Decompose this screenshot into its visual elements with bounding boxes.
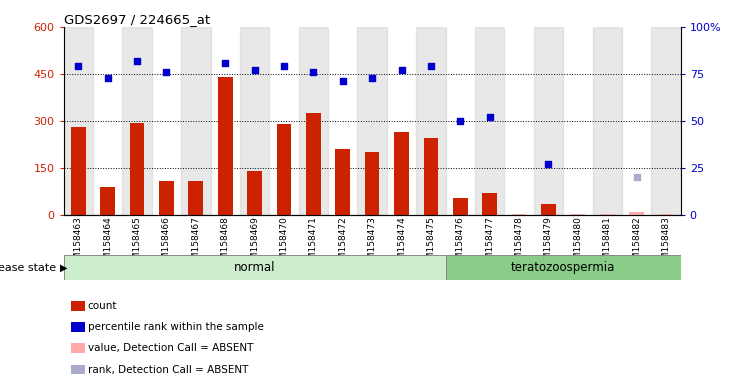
Point — [73, 63, 85, 70]
Text: percentile rank within the sample: percentile rank within the sample — [88, 322, 263, 333]
Bar — [100, 187, 115, 215]
Bar — [71, 127, 85, 215]
Bar — [240, 27, 269, 215]
Text: disease state: disease state — [0, 263, 60, 273]
Point — [248, 67, 260, 73]
Bar — [659, 214, 673, 215]
Bar — [446, 255, 681, 280]
Point — [102, 74, 114, 81]
Bar — [159, 180, 174, 215]
Bar — [394, 132, 409, 215]
Bar — [129, 122, 144, 215]
Bar — [218, 77, 233, 215]
Point — [366, 74, 378, 81]
Text: teratozoospermia: teratozoospermia — [511, 262, 616, 274]
Bar — [541, 204, 556, 215]
Bar — [248, 171, 262, 215]
Point — [307, 69, 319, 75]
Text: ▶: ▶ — [60, 263, 67, 273]
Point — [484, 114, 496, 120]
Point — [337, 78, 349, 84]
Bar — [534, 27, 563, 215]
Bar — [64, 255, 446, 280]
Bar — [482, 193, 497, 215]
Point — [160, 69, 172, 75]
Bar — [181, 27, 210, 215]
Bar — [416, 27, 446, 215]
Point — [219, 60, 231, 66]
Bar — [277, 124, 291, 215]
Bar — [298, 27, 328, 215]
Point — [542, 161, 554, 167]
Bar — [512, 214, 527, 215]
Bar — [123, 27, 152, 215]
Point — [396, 67, 408, 73]
Bar — [306, 113, 321, 215]
Bar — [475, 27, 504, 215]
Point — [631, 174, 643, 180]
Text: count: count — [88, 301, 117, 311]
Bar — [571, 214, 585, 215]
Bar — [592, 27, 622, 215]
Bar — [423, 138, 438, 215]
Text: normal: normal — [234, 262, 275, 274]
Bar — [453, 198, 468, 215]
Bar — [64, 27, 93, 215]
Bar — [335, 149, 350, 215]
Bar — [652, 27, 681, 215]
Bar — [188, 180, 203, 215]
Point — [278, 63, 290, 70]
Text: GDS2697 / 224665_at: GDS2697 / 224665_at — [64, 13, 209, 26]
Point — [425, 63, 437, 70]
Bar — [358, 27, 387, 215]
Point — [454, 118, 466, 124]
Text: value, Detection Call = ABSENT: value, Detection Call = ABSENT — [88, 343, 253, 354]
Bar — [600, 214, 615, 215]
Text: rank, Detection Call = ABSENT: rank, Detection Call = ABSENT — [88, 364, 248, 375]
Point — [131, 58, 143, 64]
Bar — [365, 152, 379, 215]
Bar — [629, 212, 644, 215]
